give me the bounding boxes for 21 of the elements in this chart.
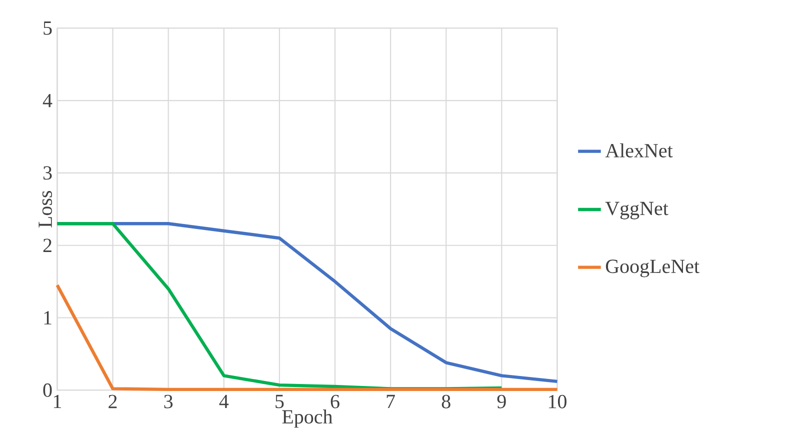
y-tick-label: 0: [43, 383, 52, 397]
y-tick-label: 3: [43, 166, 52, 180]
legend-label: GoogLeNet: [606, 260, 700, 278]
legend-label: VggNet: [605, 202, 668, 220]
x-tick-label: 2: [108, 394, 117, 408]
x-tick-label: 6: [330, 394, 340, 408]
x-tick-label: 9: [497, 394, 506, 408]
x-tick-label: 3: [164, 394, 173, 408]
y-tick-label: 5: [44, 22, 52, 35]
legend-label: AlexNet: [605, 143, 673, 158]
x-tick-label: 4: [219, 394, 229, 408]
x-tick-label: 1: [54, 394, 62, 408]
x-tick-label: 7: [386, 394, 395, 408]
y-tick-label: 2: [43, 238, 52, 252]
y-axis-title: Loss: [38, 190, 52, 228]
x-tick-label: 10: [548, 394, 566, 408]
y-tick-label: 1: [44, 311, 52, 324]
x-tick-label: 8: [442, 394, 450, 408]
x-tick-label: 5: [276, 394, 284, 408]
y-tick-label: 4: [42, 94, 52, 108]
x-axis-title: Epoch: [282, 410, 332, 428]
